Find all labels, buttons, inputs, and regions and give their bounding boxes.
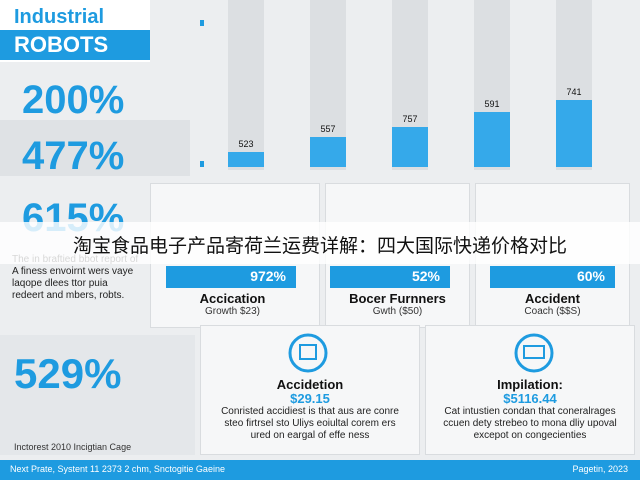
- bar: [228, 152, 264, 167]
- bar: [392, 127, 428, 167]
- panel-title: Impilation:: [497, 377, 563, 392]
- card-sub: Gwth ($50): [372, 306, 423, 317]
- panel-text: Cat intustien condan that coneralrages c…: [443, 406, 617, 441]
- panel: [0, 335, 195, 455]
- chart: 523 557 757 591 741: [200, 0, 625, 172]
- bar: [556, 100, 592, 167]
- icon: [288, 333, 328, 373]
- banner-bg: [0, 222, 640, 264]
- footer-text: Pagetin, 2023: [572, 464, 628, 474]
- title: ROBOTS: [14, 32, 109, 57]
- icon: [514, 333, 554, 373]
- bar-label: 591: [484, 99, 500, 109]
- card-value: 52%: [330, 266, 450, 288]
- panel-amount: $29.15: [290, 391, 330, 406]
- card-value: 60%: [490, 266, 615, 288]
- banner: 淘宝食品电子产品寄荷兰运费详解：四大国际快递价格对比: [72, 235, 567, 257]
- bar-label: 523: [238, 139, 254, 149]
- band: [0, 120, 190, 176]
- panel-text: Conristed accidiest is that aus are conr…: [221, 406, 399, 441]
- stat: 477%: [22, 134, 125, 178]
- stat: 200%: [22, 78, 125, 122]
- panel-amount: $5116.44: [503, 391, 557, 406]
- card-label: Bocer Furnners: [349, 291, 446, 306]
- card-sub: Coach ($$S): [524, 306, 581, 317]
- note: Inctorest 2010 Incigtian Cage: [14, 442, 132, 452]
- title: Industrial: [14, 6, 105, 28]
- bar: [474, 112, 510, 167]
- card-sub: Growth $23): [204, 306, 261, 317]
- bar-label: 741: [566, 87, 582, 97]
- card-label: Accication: [199, 291, 266, 306]
- bar-label: 757: [402, 114, 418, 124]
- footer-text: Next Prate, Systent 11 2373 2 chm, Sncto…: [10, 464, 225, 474]
- card-label: Accident: [525, 291, 580, 306]
- footer: [0, 460, 640, 480]
- title-band: [0, 30, 150, 60]
- panel-title: Accidetion: [276, 377, 344, 392]
- card: [200, 325, 420, 455]
- bar: [310, 137, 346, 167]
- card-value: 972%: [166, 266, 296, 288]
- bar-label: 557: [320, 124, 336, 134]
- stat: 529%: [14, 350, 122, 397]
